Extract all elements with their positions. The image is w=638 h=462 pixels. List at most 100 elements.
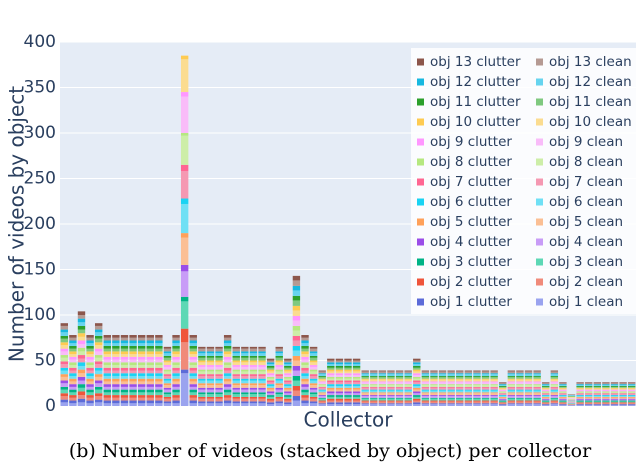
bar-segment bbox=[241, 378, 249, 381]
bar-segment bbox=[447, 375, 455, 377]
bar-segment bbox=[232, 351, 240, 354]
bar-segment bbox=[567, 400, 576, 402]
bar-segment bbox=[112, 365, 120, 368]
bar-segment bbox=[163, 383, 172, 386]
bar-segment bbox=[464, 395, 473, 398]
bar-segment bbox=[232, 398, 240, 402]
bar-segment bbox=[172, 335, 180, 338]
legend-label: obj 13 clean bbox=[549, 54, 632, 70]
bar-segment bbox=[86, 397, 94, 401]
bar-segment bbox=[77, 336, 86, 341]
bar-segment bbox=[576, 385, 584, 387]
bar-segment bbox=[94, 338, 103, 343]
bar-segment bbox=[361, 400, 369, 402]
bar-segment bbox=[619, 383, 627, 385]
bar-segment bbox=[387, 375, 395, 377]
bar-segment bbox=[172, 378, 180, 382]
bar-segment bbox=[499, 389, 507, 391]
bar-segment bbox=[395, 395, 404, 398]
bar-segment bbox=[378, 384, 387, 386]
bar-segment bbox=[232, 387, 240, 390]
bar-segment bbox=[275, 401, 283, 404]
bar-segment bbox=[258, 365, 266, 367]
bar-segment bbox=[464, 375, 473, 377]
bar-segment bbox=[413, 389, 421, 392]
bar-segment bbox=[180, 373, 189, 406]
bar-segment bbox=[352, 378, 361, 381]
bar-segment bbox=[266, 385, 275, 388]
bar-segment bbox=[172, 356, 180, 360]
bar-segment bbox=[550, 375, 559, 377]
bar-segment bbox=[447, 370, 455, 372]
bar-segment bbox=[163, 355, 172, 358]
bar-segment bbox=[533, 404, 541, 406]
bar-segment bbox=[223, 397, 232, 401]
bar-segment bbox=[430, 395, 438, 396]
bar-segment bbox=[413, 358, 421, 361]
bar-segment bbox=[335, 378, 344, 381]
bar-segment bbox=[421, 403, 430, 405]
bar-segment bbox=[421, 384, 430, 386]
bar-segment bbox=[120, 403, 129, 406]
bar-segment bbox=[602, 404, 610, 406]
bar-segment bbox=[456, 395, 464, 398]
bar-segment bbox=[301, 392, 309, 396]
bar-segment bbox=[542, 394, 550, 396]
bar-segment bbox=[120, 375, 129, 379]
bar-segment bbox=[370, 382, 378, 385]
bar-segment bbox=[223, 370, 232, 374]
bar-segment bbox=[516, 398, 524, 401]
bar-segment bbox=[241, 396, 249, 399]
bar-segment bbox=[86, 359, 94, 363]
bar-segment bbox=[77, 329, 86, 334]
bar-segment bbox=[464, 386, 473, 388]
bar-segment bbox=[301, 351, 309, 355]
bar-segment bbox=[559, 386, 567, 388]
bar-segment bbox=[335, 387, 344, 390]
bar-segment bbox=[129, 356, 137, 360]
bar-segment bbox=[628, 386, 636, 388]
bar-segment bbox=[258, 389, 266, 393]
bar-segment bbox=[232, 348, 240, 352]
bar-segment bbox=[404, 397, 412, 399]
bar-segment bbox=[533, 390, 541, 393]
bar-segment bbox=[77, 355, 86, 359]
bar-segment bbox=[292, 375, 301, 381]
bar-segment bbox=[361, 395, 369, 396]
bar-segment bbox=[447, 381, 455, 383]
bar-segment bbox=[309, 403, 318, 406]
bar-segment bbox=[542, 386, 550, 388]
bar-segment bbox=[198, 396, 206, 399]
bar-segment bbox=[387, 373, 395, 375]
bar-segment bbox=[198, 348, 206, 352]
bar-segment bbox=[507, 403, 516, 405]
bar-segment bbox=[155, 403, 163, 406]
bar-segment bbox=[69, 367, 77, 371]
bar-segment bbox=[507, 371, 516, 374]
bar-segment bbox=[628, 394, 636, 396]
bar-segment bbox=[146, 337, 154, 341]
bar-segment bbox=[94, 367, 103, 371]
bar-segment bbox=[567, 395, 576, 396]
bar-segment bbox=[413, 385, 421, 388]
bar-segment bbox=[593, 390, 602, 392]
bar-segment bbox=[628, 404, 636, 406]
bar-segment bbox=[438, 378, 447, 380]
bar-segment bbox=[352, 369, 361, 372]
bar-segment bbox=[602, 390, 610, 392]
bar-segment bbox=[172, 384, 180, 387]
bar-segment bbox=[215, 394, 223, 397]
bar-segment bbox=[378, 397, 387, 399]
bar-segment bbox=[481, 375, 490, 377]
bar-segment bbox=[335, 400, 344, 403]
bar-segment bbox=[86, 378, 94, 382]
bar-segment bbox=[550, 376, 559, 379]
bar-segment bbox=[60, 332, 68, 336]
legend-swatch bbox=[536, 258, 543, 266]
bar-segment bbox=[284, 389, 292, 392]
bar-segment bbox=[137, 335, 146, 338]
bar-segment bbox=[516, 385, 524, 387]
bar-segment bbox=[619, 400, 627, 402]
bar-segment bbox=[585, 399, 593, 401]
bar-segment bbox=[129, 395, 137, 398]
